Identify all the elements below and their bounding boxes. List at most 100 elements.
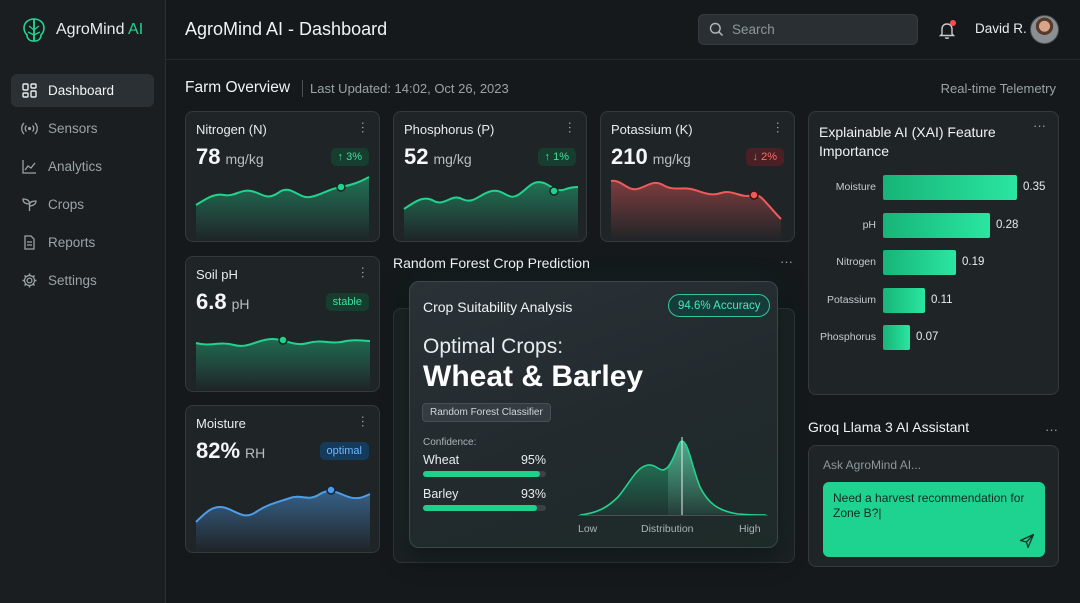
sidebar-item-sensors[interactable]: Sensors: [11, 112, 154, 145]
more-options-icon[interactable]: ···: [771, 121, 786, 134]
sidebar-item-crops[interactable]: Crops: [11, 188, 154, 221]
card-title: Phosphorus (P): [404, 122, 495, 137]
more-options-icon[interactable]: ···: [1033, 118, 1046, 133]
feature-row: Moisture 0.35: [809, 175, 1058, 200]
trend-badge: ↓ 2%: [745, 148, 784, 166]
avatar[interactable]: [1030, 15, 1059, 44]
send-icon[interactable]: [1019, 533, 1035, 549]
sidebar-item-label: Analytics: [48, 159, 103, 174]
assistant-input[interactable]: [823, 458, 1043, 472]
page-title: AgroMind AI - Dashboard: [185, 19, 388, 39]
brand-name: AgroMind AI: [56, 21, 144, 38]
moisture-card[interactable]: Moisture ··· 82% RH optimal: [185, 405, 380, 553]
feature-name: Nitrogen: [836, 256, 876, 268]
gear-icon: [22, 273, 37, 288]
search-input[interactable]: [732, 22, 902, 37]
phosphorus-card[interactable]: Phosphorus (P) ··· 52 mg/kg ↑ 1%: [393, 111, 587, 242]
distribution-chart: [578, 437, 768, 516]
signal-icon: [21, 122, 38, 135]
card-title: Crop Suitability Analysis: [423, 299, 573, 315]
nitrogen-card[interactable]: Nitrogen (N) ··· 78 mg/kg ↑ 3%: [185, 111, 380, 242]
more-options-icon[interactable]: ···: [563, 121, 578, 134]
more-options-icon[interactable]: ···: [356, 266, 371, 279]
sidebar-nav: Dashboard Sensors Analytics Crops Report…: [11, 74, 154, 302]
confidence-label: Confidence:: [423, 437, 477, 448]
metric-value: 6.8 pH: [196, 289, 250, 314]
divider: [302, 80, 303, 97]
more-options-icon[interactable]: ···: [780, 254, 793, 269]
crop-suitability-card[interactable]: Crop Suitability Analysis 94.6% Accuracy…: [409, 281, 778, 548]
card-title: Soil pH: [196, 267, 238, 282]
moisture-sparkline: [195, 485, 371, 552]
optimal-crops-value: Wheat & Barley: [423, 360, 644, 393]
sidebar-item-label: Reports: [48, 235, 96, 250]
last-updated: Last Updated: 14:02, Oct 26, 2023: [310, 81, 509, 96]
xai-feature-importance-card[interactable]: Explainable AI (XAI) Feature Importance …: [808, 111, 1059, 395]
header: AgroMind AI - Dashboard David R.: [166, 0, 1080, 60]
distribution-high-label: High: [739, 523, 761, 535]
accuracy-badge: 94.6% Accuracy: [668, 294, 771, 317]
feature-name: pH: [862, 218, 876, 231]
trend-badge: ↑ 3%: [330, 148, 369, 166]
crop-name: Barley: [423, 487, 459, 501]
feature-row: Nitrogen 0.19: [809, 250, 1058, 275]
trend-badge: ↑ 1%: [537, 148, 576, 166]
crop-percent: 95%: [520, 453, 546, 467]
status-badge: optimal: [319, 442, 369, 460]
user-name[interactable]: David R.: [975, 21, 1027, 36]
sidebar-item-label: Sensors: [48, 121, 98, 136]
notifications-button[interactable]: [936, 19, 958, 41]
assistant-message-box[interactable]: Need a harvest recommendation for Zone B…: [823, 482, 1045, 557]
optimal-crops-label: Optimal Crops:: [423, 335, 564, 358]
metric-value: 210 mg/kg: [611, 144, 691, 169]
metric-value: 82% RH: [196, 438, 266, 463]
feature-row: Phosphorus 0.07: [809, 325, 1058, 350]
feature-bar: [883, 325, 910, 350]
sidebar-item-settings[interactable]: Settings: [11, 264, 154, 297]
feature-value: 0.07: [916, 331, 939, 343]
model-chip: Random Forest Classifier: [422, 403, 551, 422]
confidence-track: [423, 471, 546, 477]
search-box[interactable]: [698, 14, 918, 45]
feature-value: 0.35: [1023, 181, 1046, 193]
assistant-message-text: Need a harvest recommendation for Zone B…: [833, 491, 1025, 520]
document-icon: [24, 235, 35, 250]
metric-value: 52 mg/kg: [404, 144, 472, 169]
sprout-icon: [22, 198, 37, 211]
potassium-card[interactable]: Potassium (K) ··· 210 mg/kg ↓ 2%: [600, 111, 795, 242]
metric-value: 78 mg/kg: [196, 144, 264, 169]
feature-row: pH 0.28: [809, 212, 1058, 238]
status-badge: stable: [325, 293, 369, 311]
feature-bar: [883, 287, 925, 313]
feature-value: 0.11: [931, 293, 953, 306]
farm-overview-title: Farm Overview: [185, 79, 291, 96]
sidebar-item-analytics[interactable]: Analytics: [11, 150, 154, 183]
grid-icon: [22, 83, 37, 98]
potassium-sparkline: [610, 179, 782, 241]
feature-name: Phosphorus: [819, 331, 876, 343]
confidence-fill: [423, 505, 538, 511]
prediction-section-title: Random Forest Crop Prediction: [393, 255, 590, 271]
sidebar-item-dashboard[interactable]: Dashboard: [11, 74, 154, 107]
more-options-icon[interactable]: ···: [1045, 422, 1058, 437]
brain-leaf-icon: [23, 18, 45, 42]
phosphorus-sparkline: [403, 181, 579, 241]
assistant-title: Groq Llama 3 AI Assistant: [808, 419, 970, 435]
feature-name: Potassium: [826, 293, 876, 306]
confidence-fill: [423, 471, 540, 477]
sidebar-item-reports[interactable]: Reports: [11, 226, 154, 259]
nitrogen-sparkline: [195, 176, 370, 241]
assistant-panel: Need a harvest recommendation for Zone B…: [808, 445, 1059, 567]
brand[interactable]: AgroMind AI: [20, 16, 143, 44]
feature-bar: [883, 175, 1017, 200]
more-options-icon[interactable]: ···: [356, 121, 371, 134]
line-chart-icon: [22, 160, 36, 174]
soil-ph-card[interactable]: Soil pH ··· 6.8 pH stable: [185, 256, 380, 392]
notification-dot: [950, 20, 956, 26]
distribution-axis-label: Distribution: [641, 523, 694, 535]
more-options-icon[interactable]: ···: [356, 415, 371, 428]
card-title: Moisture: [196, 416, 246, 431]
feature-value: 0.28: [996, 218, 1019, 231]
realtime-telemetry-label: Real-time Telemetry: [940, 81, 1056, 96]
feature-bar: [883, 212, 990, 238]
